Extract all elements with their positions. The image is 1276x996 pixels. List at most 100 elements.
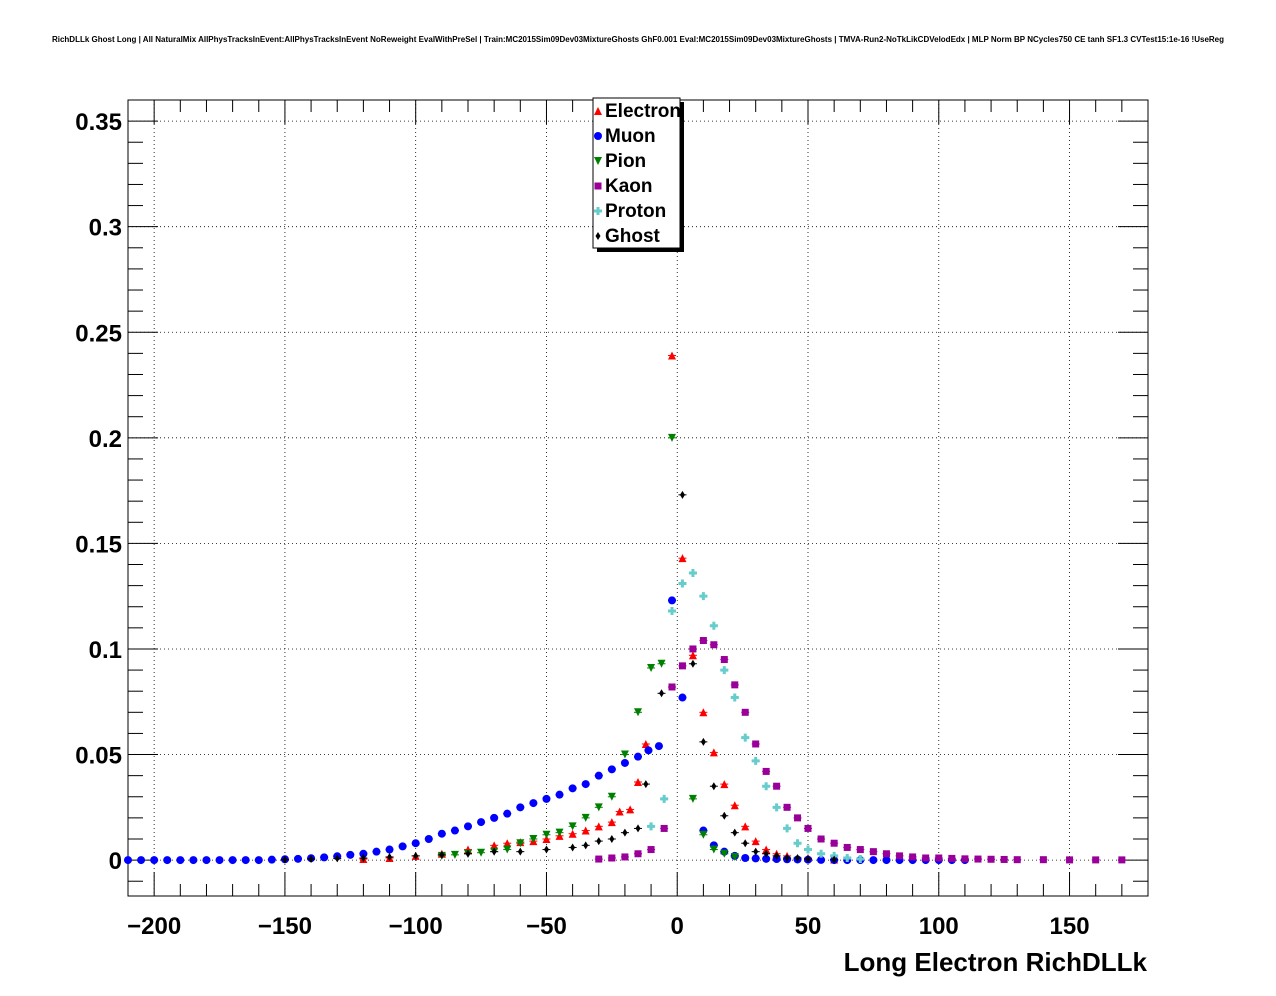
data-point	[267, 855, 276, 864]
data-point	[137, 856, 146, 865]
data-point	[542, 834, 551, 843]
x-tick-label: −50	[526, 913, 567, 940]
data-point	[668, 596, 676, 605]
chart-title: RichDLLk Ghost Long | All NaturalMix All…	[52, 35, 1224, 44]
data-point	[308, 855, 314, 864]
data-point	[622, 828, 628, 837]
data-point	[763, 849, 769, 858]
data-point	[961, 855, 969, 863]
data-point	[688, 568, 697, 577]
data-point	[783, 803, 791, 811]
y-tick-label: 0	[109, 848, 122, 875]
series-kaon	[594, 637, 1126, 864]
x-tick-label: 150	[1050, 913, 1090, 940]
data-point	[679, 490, 685, 499]
data-point	[413, 851, 419, 860]
data-point	[241, 856, 250, 865]
data-point	[793, 839, 802, 848]
y-tick-label: 0.3	[89, 215, 122, 242]
data-point	[805, 855, 811, 864]
data-point	[817, 849, 826, 858]
data-points	[124, 351, 1126, 865]
data-point	[490, 813, 499, 822]
data-point	[387, 852, 393, 861]
data-point	[657, 659, 666, 668]
data-point	[477, 848, 486, 857]
data-point	[869, 856, 878, 865]
data-point	[450, 850, 459, 859]
data-point	[439, 850, 445, 859]
data-point	[987, 855, 995, 863]
data-point	[568, 829, 577, 838]
legend-label-pion: Pion	[605, 151, 646, 172]
data-point	[634, 708, 642, 717]
data-point	[751, 756, 760, 765]
data-point	[570, 843, 576, 852]
data-point	[647, 822, 656, 831]
data-point	[609, 834, 615, 843]
legend-label-proton: Proton	[605, 201, 666, 222]
data-point	[668, 683, 676, 691]
data-point	[668, 351, 676, 360]
y-tick-label: 0.25	[75, 320, 122, 347]
data-point	[699, 708, 708, 717]
legend-label-ghost: Ghost	[605, 226, 661, 247]
data-point	[699, 637, 707, 645]
data-point	[710, 641, 718, 649]
data-point	[581, 813, 590, 822]
axis-ticks	[127, 100, 1149, 896]
data-point	[596, 837, 602, 846]
data-point	[668, 433, 676, 442]
data-point	[1039, 856, 1047, 864]
data-point	[1118, 856, 1126, 864]
data-point	[517, 847, 523, 856]
data-point	[607, 792, 616, 801]
data-point	[282, 855, 288, 864]
data-point	[644, 746, 653, 755]
x-tick-label: −150	[258, 913, 312, 940]
data-point	[450, 826, 459, 835]
y-tick-label: 0.15	[75, 531, 122, 558]
data-point	[741, 708, 749, 716]
legend-marker-kaon	[594, 182, 602, 190]
data-point	[215, 856, 224, 865]
y-tick-label: 0.1	[89, 637, 122, 664]
data-point	[359, 849, 368, 858]
data-point	[647, 663, 656, 672]
data-point	[1000, 855, 1008, 863]
data-point	[751, 837, 760, 846]
data-point	[543, 845, 549, 854]
data-point	[762, 845, 771, 854]
data-point	[896, 852, 904, 860]
data-point	[581, 780, 590, 789]
legend-marker-proton	[594, 207, 602, 215]
data-point	[595, 855, 603, 863]
data-point	[660, 824, 668, 832]
data-point	[699, 830, 708, 839]
data-point	[762, 782, 771, 791]
data-point	[730, 693, 739, 702]
legend-marker-pion	[594, 157, 602, 165]
data-point	[607, 765, 616, 774]
data-point	[516, 803, 525, 812]
data-point	[594, 822, 603, 831]
data-point	[909, 853, 917, 861]
data-point	[490, 841, 499, 850]
legend: Electron Muon Pion Kaon Proton Ghost	[592, 97, 684, 252]
data-point	[385, 845, 394, 854]
data-point	[346, 850, 355, 859]
data-point	[732, 828, 738, 837]
data-point	[542, 794, 551, 803]
x-tick-label: 50	[795, 913, 822, 940]
data-point	[831, 855, 837, 864]
data-point	[856, 855, 865, 864]
data-point	[678, 554, 687, 563]
series-ghost	[280, 490, 839, 864]
data-point	[583, 841, 589, 850]
data-point	[721, 811, 727, 820]
data-point	[720, 656, 728, 664]
data-point	[626, 805, 635, 814]
legend-label-kaon: Kaon	[605, 176, 653, 197]
data-point	[720, 666, 729, 675]
data-point	[700, 737, 706, 746]
